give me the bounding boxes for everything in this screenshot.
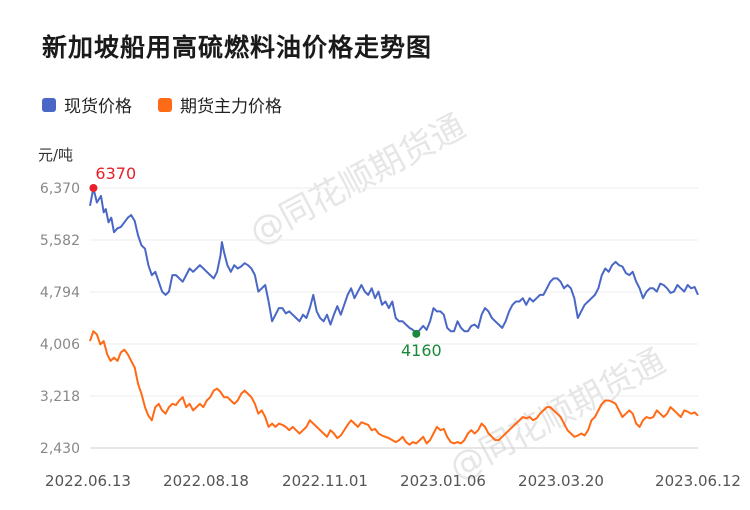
legend-item-futures[interactable]: 期货主力价格 [158, 92, 282, 117]
x-tick-label: 2023.01.06 [400, 472, 486, 490]
legend-item-spot[interactable]: 现货价格 [42, 92, 132, 117]
max-marker [89, 184, 98, 192]
y-tick-label: 4,794 [40, 285, 80, 301]
legend-swatch-futures [158, 97, 172, 112]
chart-title: 新加坡船用高硫燃料油价格走势图 [42, 33, 433, 62]
grid-lines [90, 187, 698, 449]
series-line-spot [89, 187, 699, 335]
legend-label-spot: 现货价格 [64, 97, 132, 117]
y-tick-labels: 6,370 5,582 4,794 4,006 3,218 2,430 [40, 181, 80, 457]
series-line-futures [89, 330, 699, 446]
legend: 现货价格 期货主力价格 [42, 92, 308, 117]
y-tick-label: 3,218 [40, 389, 80, 405]
x-tick-label: 2023.03.20 [518, 472, 604, 490]
legend-swatch-spot [42, 97, 56, 112]
series-lines [89, 187, 699, 446]
y-tick-label: 2,430 [40, 441, 80, 457]
min-marker [412, 329, 421, 338]
y-tick-label: 6,370 [40, 181, 80, 197]
annotations: 6370 4160 [89, 164, 442, 360]
y-axis-unit: 元/吨 [38, 146, 73, 164]
y-tick-label: 4,006 [40, 337, 80, 353]
x-tick-labels: 2022.06.13 2022.08.18 2022.11.01 2023.01.06… [45, 472, 741, 490]
x-tick-label: 2023.06.12 [655, 472, 741, 490]
y-tick-label: 5,582 [40, 233, 80, 249]
legend-label-futures: 期货主力价格 [180, 97, 282, 117]
min-label: 4160 [401, 341, 442, 360]
max-label: 6370 [95, 164, 136, 183]
watermark-upper: @同花顺期货通 [243, 106, 472, 253]
x-tick-label: 2022.06.13 [45, 472, 131, 490]
x-tick-label: 2022.08.18 [163, 472, 249, 490]
x-tick-label: 2022.11.01 [282, 472, 368, 490]
